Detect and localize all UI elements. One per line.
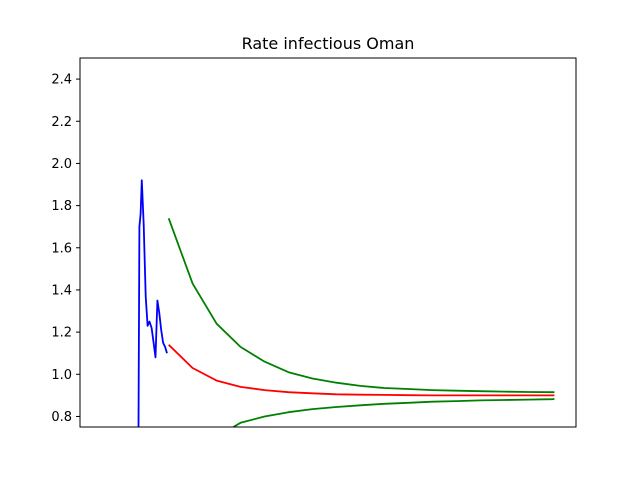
plot-area (80, 58, 576, 427)
y-tick-label: 1.0 (51, 368, 72, 383)
y-tick-label: 2.4 (51, 73, 72, 88)
y-tick-label: 1.8 (51, 199, 72, 214)
series-line-1 (168, 344, 555, 397)
y-axis: 0.8 1.0 1.2 1.4 1.6 1.8 2.0 2.2 2.4 (51, 73, 80, 425)
series-layer (137, 179, 555, 427)
plot-frame (79, 57, 577, 428)
chart-title: Rate infectious Oman (242, 34, 415, 53)
y-tick-label: 1.6 (51, 241, 72, 256)
series-line-2 (167, 217, 555, 394)
y-tick-label: 2.0 (51, 157, 72, 172)
y-tick-label: 0.8 (51, 410, 72, 425)
y-tick-label: 1.2 (51, 326, 72, 341)
series-line-0 (137, 179, 168, 427)
y-tick-label: 1.4 (51, 283, 72, 298)
y-tick-label: 2.2 (51, 115, 72, 130)
series-line-3 (232, 398, 555, 427)
